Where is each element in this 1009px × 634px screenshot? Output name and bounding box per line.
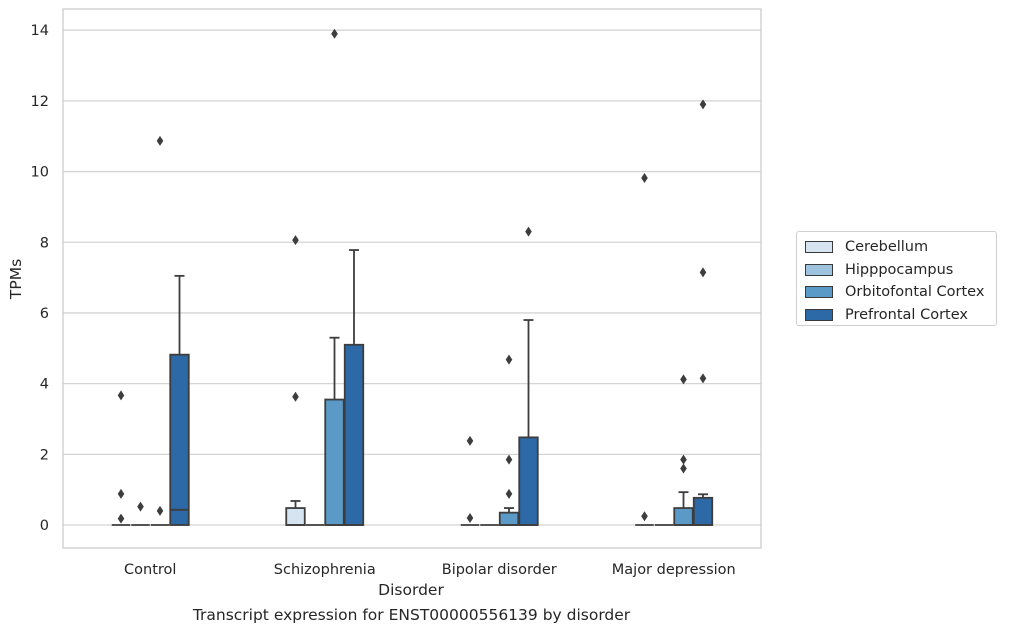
outlier-cerebellum-bipolar-disorder-1 <box>466 435 474 446</box>
y-tick-label-14: 14 <box>31 23 49 39</box>
legend-label-prefrontal-cortex: Prefrontal Cortex <box>845 306 968 323</box>
box-body-prefrontal-cortex-major-depression <box>692 496 714 526</box>
outlier-orbitofontal-cortex-control-0 <box>156 505 164 516</box>
outlier-orbitofontal-cortex-bipolar-disorder-2 <box>505 354 513 365</box>
y-axis-ticks: 0 2 4 6 8 10 12 14 <box>31 23 49 534</box>
outlier-orbitofontal-cortex-bipolar-disorder-0 <box>505 488 513 499</box>
box-body-orbitofontal-cortex-schizophrenia <box>324 398 345 526</box>
box-body-orbitofontal-cortex-major-depression <box>673 507 694 526</box>
y-tick-label-2: 2 <box>40 447 49 463</box>
box-prefrontal-cortex-bipolar-disorder <box>518 226 539 526</box>
box-elements <box>111 28 714 526</box>
outlier-cerebellum-major-depression-0 <box>641 511 648 522</box>
legend-item-cerebellum: Cerebellum <box>805 236 996 259</box>
y-tick-label-12: 12 <box>31 94 49 110</box>
box-body-prefrontal-cortex-schizophrenia <box>343 343 365 526</box>
x-tick-label-major-depression: Major depression <box>612 562 736 578</box>
outlier-orbitofontal-cortex-major-depression-1 <box>680 454 687 465</box>
outlier-cerebellum-control-1 <box>117 488 125 499</box>
x-tick-label-control: Control <box>124 562 176 578</box>
legend-swatch-hipppocampus <box>805 263 833 276</box>
outlier-cerebellum-major-depression-1 <box>641 172 648 183</box>
chart-caption: Transcript expression for ENST0000055613… <box>192 606 631 624</box>
box-cerebellum-schizophrenia <box>285 235 306 526</box>
x-axis-label: Disorder <box>378 581 444 599</box>
x-tick-label-bipolar-disorder: Bipolar disorder <box>442 562 557 578</box>
legend-swatch-orbitofontal-cortex <box>805 286 833 299</box>
box-cerebellum-control <box>111 390 131 526</box>
box-prefrontal-cortex-control <box>169 274 190 526</box>
box-body-prefrontal-cortex-control <box>169 353 190 526</box>
legend: Cerebellum Hipppocampus Orbitofontal Cor… <box>796 231 997 326</box>
outlier-prefrontal-cortex-major-depression-0 <box>699 373 707 384</box>
outlier-cerebellum-control-0 <box>117 513 125 524</box>
box-cerebellum-major-depression <box>635 172 654 526</box>
outlier-orbitofontal-cortex-schizophrenia-0 <box>331 28 338 39</box>
gridlines <box>63 29 761 526</box>
box-orbitofontal-cortex-schizophrenia <box>324 28 345 526</box>
legend-swatch-prefrontal-cortex <box>805 308 833 321</box>
y-tick-label-0: 0 <box>40 518 49 534</box>
y-tick-label-8: 8 <box>40 235 49 251</box>
outlier-orbitofontal-cortex-major-depression-0 <box>680 463 687 474</box>
x-tick-label-schizophrenia: Schizophrenia <box>274 562 376 578</box>
box-body-orbitofontal-cortex-bipolar-disorder <box>498 511 520 526</box>
outlier-orbitofontal-cortex-major-depression-2 <box>680 374 687 385</box>
box-orbitofontal-cortex-control <box>150 135 170 526</box>
legend-item-hipppocampus: Hipppocampus <box>805 259 996 282</box>
outlier-prefrontal-cortex-bipolar-disorder-0 <box>525 226 532 237</box>
x-axis-ticks: Control Schizophrenia Bipolar disorder Majo… <box>124 562 736 578</box>
legend-item-prefrontal-cortex: Prefrontal Cortex <box>805 304 996 327</box>
legend-item-orbitofontal-cortex: Orbitofontal Cortex <box>805 281 996 304</box>
box-orbitofontal-cortex-major-depression <box>673 374 694 526</box>
legend-swatch-cerebellum <box>805 241 833 254</box>
outlier-prefrontal-cortex-major-depression-1 <box>699 267 707 278</box>
box-hipppocampus-control <box>131 501 150 526</box>
box-prefrontal-cortex-schizophrenia <box>343 249 365 526</box>
outlier-hipppocampus-control-0 <box>137 501 144 512</box>
outlier-prefrontal-cortex-major-depression-2 <box>699 99 707 110</box>
box-body-cerebellum-schizophrenia <box>285 507 306 526</box>
outlier-cerebellum-schizophrenia-1 <box>292 235 299 246</box>
y-tick-label-4: 4 <box>40 377 49 393</box>
box-cerebellum-bipolar-disorder <box>460 435 480 526</box>
legend-label-cerebellum: Cerebellum <box>845 239 929 256</box>
outlier-orbitofontal-cortex-control-1 <box>156 135 164 146</box>
y-tick-label-10: 10 <box>31 165 49 181</box>
outlier-cerebellum-control-2 <box>117 390 125 401</box>
legend-label-orbitofontal-cortex: Orbitofontal Cortex <box>845 284 985 301</box>
box-body-prefrontal-cortex-bipolar-disorder <box>518 436 539 526</box>
box-prefrontal-cortex-major-depression <box>692 99 714 526</box>
outlier-orbitofontal-cortex-bipolar-disorder-1 <box>505 454 513 465</box>
plot-frame <box>62 8 762 549</box>
box-orbitofontal-cortex-bipolar-disorder <box>498 354 520 526</box>
legend-label-hipppocampus: Hipppocampus <box>845 261 954 278</box>
y-axis-label: TPMs <box>7 259 25 300</box>
y-tick-label-6: 6 <box>40 306 49 322</box>
outlier-cerebellum-bipolar-disorder-0 <box>466 512 474 523</box>
outlier-cerebellum-schizophrenia-0 <box>292 391 299 402</box>
